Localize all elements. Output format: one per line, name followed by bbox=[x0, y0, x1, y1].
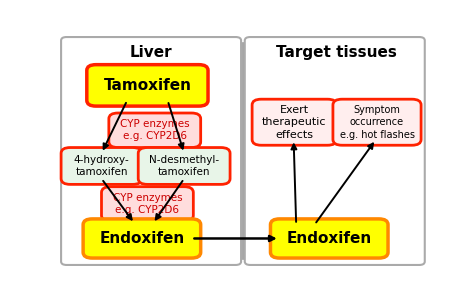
FancyBboxPatch shape bbox=[87, 65, 208, 106]
Text: CYP enzymes
e.g. CYP2D6: CYP enzymes e.g. CYP2D6 bbox=[120, 119, 190, 141]
FancyBboxPatch shape bbox=[138, 147, 230, 184]
FancyBboxPatch shape bbox=[252, 99, 337, 145]
FancyBboxPatch shape bbox=[83, 219, 201, 258]
FancyBboxPatch shape bbox=[61, 37, 241, 265]
Text: N-desmethyl-
tamoxifen: N-desmethyl- tamoxifen bbox=[149, 155, 219, 177]
Text: CYP enzymes
e.g. CYP2D6: CYP enzymes e.g. CYP2D6 bbox=[113, 193, 182, 215]
Text: Endoxifen: Endoxifen bbox=[287, 231, 372, 246]
Text: Tamoxifen: Tamoxifen bbox=[103, 78, 191, 93]
FancyBboxPatch shape bbox=[61, 147, 142, 184]
FancyBboxPatch shape bbox=[109, 113, 201, 147]
Text: Symptom
occurrence
e.g. hot flashes: Symptom occurrence e.g. hot flashes bbox=[339, 105, 414, 140]
FancyBboxPatch shape bbox=[333, 99, 421, 145]
FancyBboxPatch shape bbox=[271, 219, 388, 258]
Text: Target tissues: Target tissues bbox=[276, 45, 397, 60]
FancyBboxPatch shape bbox=[245, 37, 425, 265]
FancyBboxPatch shape bbox=[101, 187, 193, 221]
Text: Exert
therapeutic
effects: Exert therapeutic effects bbox=[262, 105, 327, 140]
Text: 4-hydroxy-
tamoxifen: 4-hydroxy- tamoxifen bbox=[73, 155, 129, 177]
Text: Endoxifen: Endoxifen bbox=[99, 231, 184, 246]
Text: Liver: Liver bbox=[130, 45, 173, 60]
